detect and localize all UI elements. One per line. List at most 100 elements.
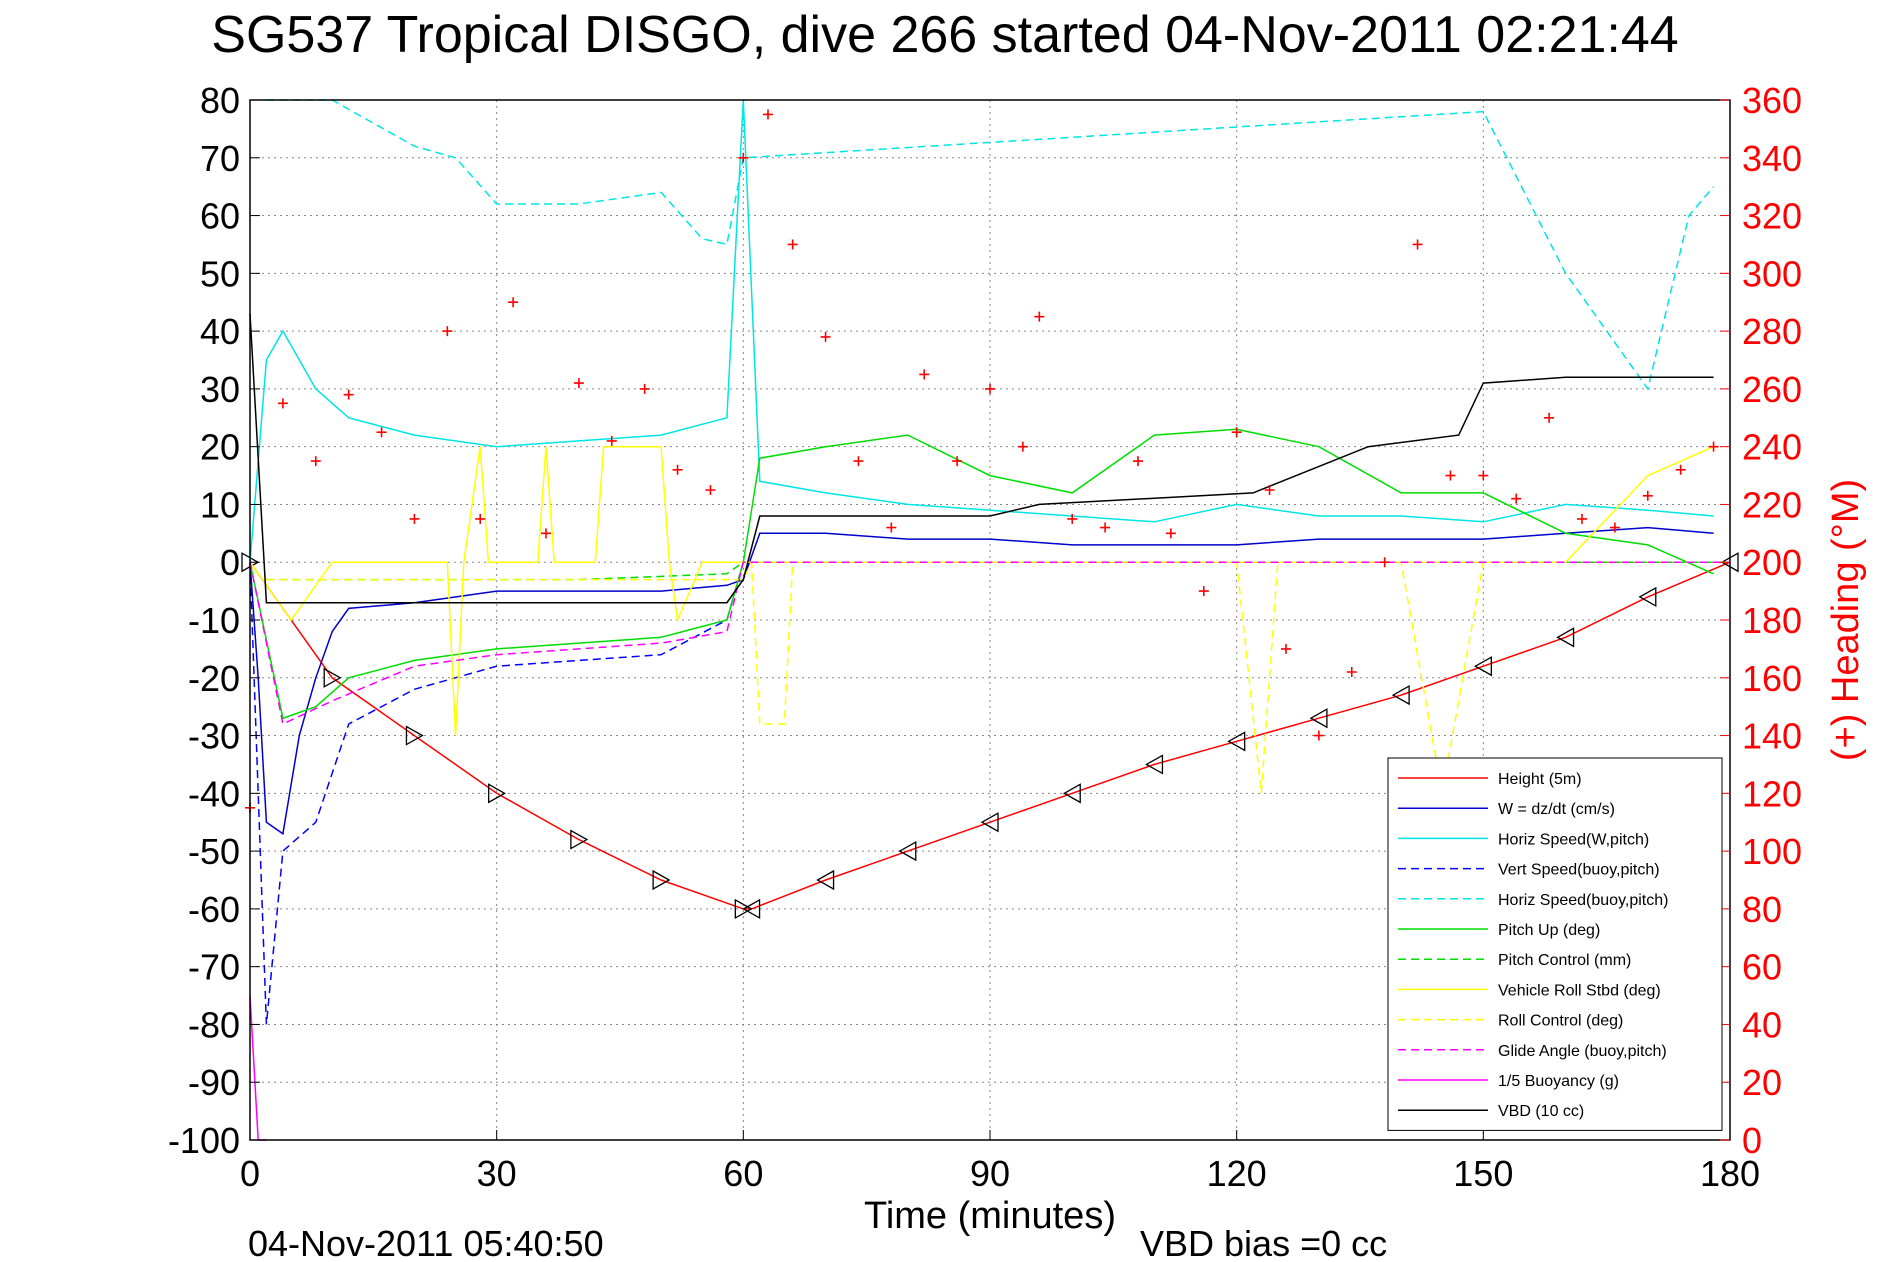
heading-marker bbox=[310, 456, 321, 467]
legend-entry-label: Horiz Speed(W,pitch) bbox=[1498, 831, 1649, 848]
x-tick-label: 30 bbox=[477, 1153, 517, 1194]
legend: Height (5m) W = dz/dt (cm/s) Horiz Speed(W… bbox=[1387, 757, 1723, 1131]
legend-entry-label: Roll Control (deg) bbox=[1498, 1013, 1623, 1030]
series-pitch-up-deg bbox=[249, 428, 1714, 720]
series-horiz-speed-w-pitch bbox=[249, 99, 1714, 563]
heading-marker bbox=[1577, 513, 1587, 524]
series-layer bbox=[241, 99, 1739, 1141]
y-tick-label: -80 bbox=[188, 1004, 240, 1045]
legend-entry-label: VBD (10 cc) bbox=[1498, 1103, 1584, 1120]
right-y-tick-label: 340 bbox=[1742, 138, 1802, 179]
height-point-marker bbox=[1391, 684, 1410, 706]
height-point-marker bbox=[980, 812, 999, 833]
y-tick-label: -10 bbox=[188, 600, 240, 641]
right-y-tick-label: 220 bbox=[1742, 484, 1802, 525]
right-y-tick-label: 80 bbox=[1742, 889, 1782, 930]
heading-marker bbox=[1445, 470, 1456, 481]
legend-entry-label: Glide Angle (buoy,pitch) bbox=[1498, 1043, 1667, 1060]
height-point-marker bbox=[652, 869, 671, 891]
series-line-pitch-up-deg bbox=[249, 428, 1714, 720]
heading-marker bbox=[573, 378, 584, 389]
series-line-height-5m bbox=[249, 561, 1731, 910]
series-horiz-speed-buoy-pitch bbox=[266, 99, 1715, 391]
heading-marker bbox=[1478, 470, 1489, 481]
right-y-tick-label: 140 bbox=[1742, 716, 1802, 757]
y-tick-label: -20 bbox=[188, 658, 240, 699]
x-tick-label: 150 bbox=[1453, 1153, 1513, 1194]
legend-box bbox=[1387, 757, 1723, 1131]
heading-marker bbox=[1034, 311, 1045, 322]
heading-marker bbox=[1281, 643, 1291, 654]
heading-marker bbox=[1609, 522, 1620, 533]
heading-marker bbox=[409, 513, 420, 524]
heading-marker bbox=[343, 389, 354, 400]
x-tick-label: 120 bbox=[1207, 1153, 1267, 1194]
height-point-marker bbox=[323, 667, 342, 688]
series-line-horiz-speed-w-pitch bbox=[249, 99, 1714, 563]
heading-marker bbox=[1412, 239, 1423, 250]
y-tick-label: 30 bbox=[200, 369, 240, 410]
heading-marker bbox=[853, 456, 864, 467]
height-point-marker bbox=[734, 898, 753, 920]
right-y-tick-label: 240 bbox=[1742, 427, 1802, 468]
heading-marker bbox=[738, 152, 749, 163]
right-y-axis-ticks: 3603403203002802602402202001801601401201… bbox=[1720, 80, 1802, 1161]
height-point-marker bbox=[1556, 627, 1575, 648]
heading-marker bbox=[1642, 490, 1653, 501]
legend-entry-label: Horiz Speed(buoy,pitch) bbox=[1498, 892, 1668, 909]
y-tick-label: -70 bbox=[188, 947, 240, 988]
x-tick-label: 90 bbox=[970, 1153, 1010, 1194]
heading-marker bbox=[639, 383, 650, 394]
legend-entry-label: Pitch Control (mm) bbox=[1498, 952, 1631, 969]
heading-marker bbox=[985, 383, 995, 394]
y-tick-label: 70 bbox=[200, 138, 240, 179]
heading-marker bbox=[886, 522, 897, 533]
heading-marker bbox=[508, 297, 519, 308]
y-tick-label: 0 bbox=[220, 542, 240, 583]
height-point-marker bbox=[570, 829, 589, 850]
heading-marker bbox=[672, 464, 683, 475]
series-line-horiz-speed-buoy-pitch bbox=[266, 99, 1715, 391]
x-tick-label: 0 bbox=[240, 1153, 260, 1194]
y-tick-label: -30 bbox=[188, 716, 240, 757]
heading-marker bbox=[1675, 464, 1686, 475]
height-point-marker bbox=[1474, 656, 1492, 677]
heading-marker bbox=[820, 331, 831, 342]
heading-marker bbox=[1198, 586, 1209, 597]
series-line-glide-angle-buoy-pitch bbox=[249, 561, 1730, 726]
right-y-tick-label: 360 bbox=[1742, 80, 1802, 121]
right-y-tick-label: 320 bbox=[1742, 196, 1802, 237]
grid-lines bbox=[250, 100, 1730, 1140]
legend-entry-label: Vehicle Roll Stbd (deg) bbox=[1498, 982, 1661, 999]
heading-marker bbox=[277, 398, 288, 409]
heading-marker bbox=[1544, 412, 1555, 423]
heading-marker bbox=[919, 369, 930, 380]
series-height-5m bbox=[241, 552, 1739, 920]
heading-marker bbox=[1133, 456, 1143, 467]
right-y-tick-label: 100 bbox=[1742, 831, 1802, 872]
x-axis-label: Time (minutes) bbox=[864, 1195, 1116, 1237]
y-tick-label: -90 bbox=[188, 1062, 240, 1103]
legend-entry-label: Height (5m) bbox=[1498, 771, 1582, 788]
series-vert-speed-buoy-pitch bbox=[249, 561, 745, 1025]
x-tick-label: 60 bbox=[723, 1153, 763, 1194]
right-y-tick-label: 260 bbox=[1742, 369, 1802, 410]
y-tick-label: 20 bbox=[200, 427, 240, 468]
footer-timestamp: 04-Nov-2011 05:40:50 bbox=[248, 1223, 604, 1262]
right-y-tick-label: 0 bbox=[1742, 1120, 1762, 1161]
series-line-vbd-10-cc bbox=[249, 313, 1714, 604]
height-point-marker bbox=[1227, 731, 1246, 752]
height-point-marker bbox=[816, 869, 835, 891]
y-tick-label: 80 bbox=[200, 80, 240, 121]
series-vbd-10-cc bbox=[249, 313, 1714, 604]
heading-marker bbox=[1100, 522, 1111, 533]
x-axis-ticks: 0 30 60 90 120 150 180 bbox=[240, 1130, 1760, 1194]
height-point-marker bbox=[488, 783, 506, 804]
right-y-tick-label: 280 bbox=[1742, 311, 1802, 352]
vbd-bias-label: VBD bias =0 cc bbox=[1140, 1223, 1387, 1262]
y-tick-label: -60 bbox=[188, 889, 240, 930]
y-tick-label: -100 bbox=[168, 1120, 240, 1161]
y-tick-label: 60 bbox=[200, 196, 240, 237]
right-y-tick-label: 300 bbox=[1742, 253, 1802, 294]
height-point-marker bbox=[1145, 754, 1164, 775]
